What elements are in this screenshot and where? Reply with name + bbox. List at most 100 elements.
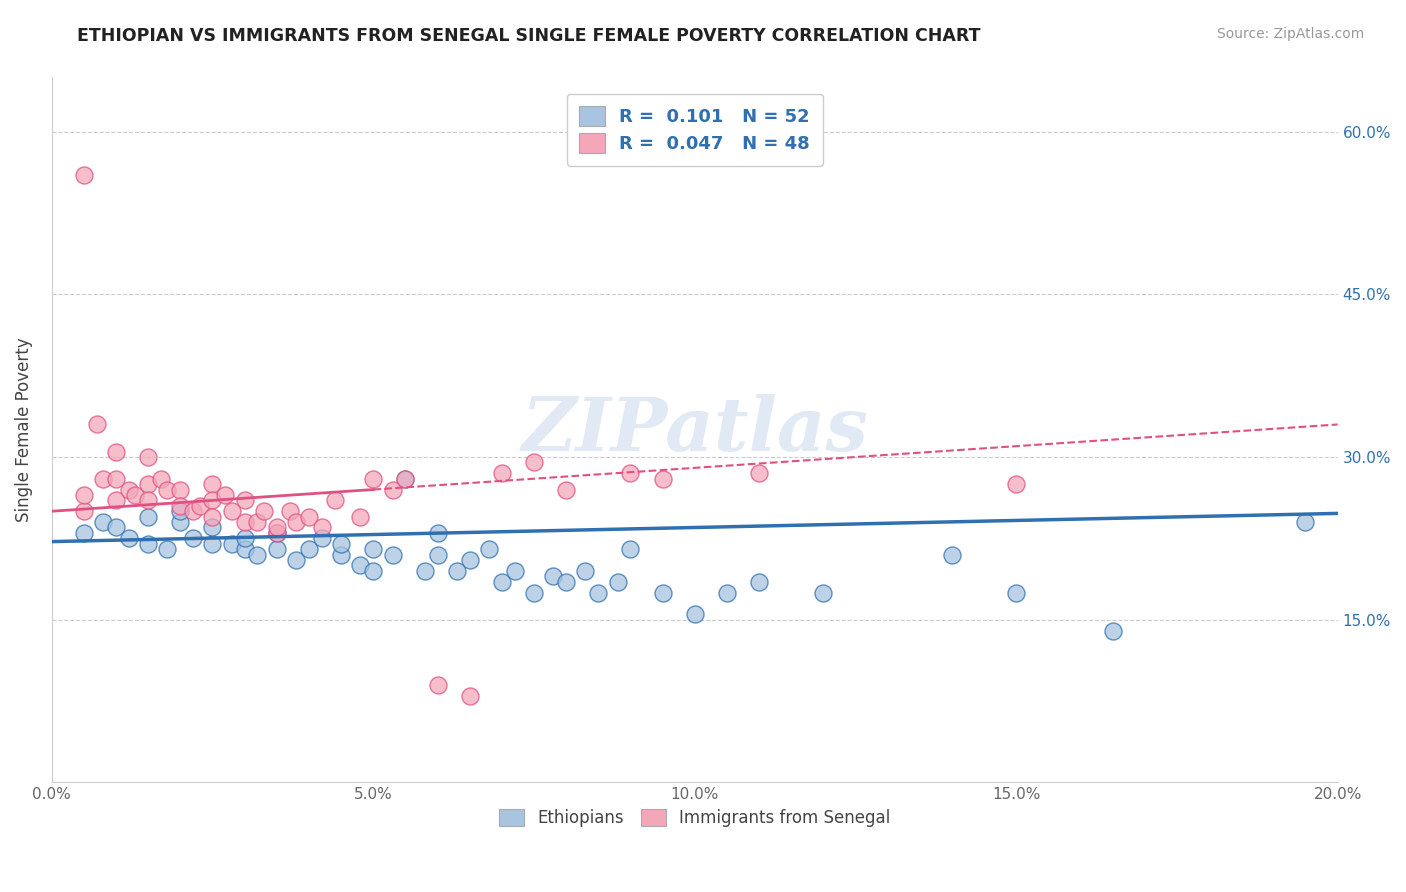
Point (541, 569, 564, 583)
Point (124, 488, 146, 502)
Point (298, 509, 321, 524)
Point (748, 574, 770, 589)
Point (105, 444, 128, 458)
Point (426, 525, 449, 540)
Point (188, 499, 211, 513)
Point (73, 168, 96, 182)
Point (221, 537, 243, 551)
Point (233, 493, 256, 508)
Point (651, 585, 673, 599)
Point (503, 564, 526, 578)
Point (651, 472, 673, 486)
Point (266, 542, 288, 557)
Point (156, 542, 179, 557)
Point (458, 689, 481, 703)
Point (1005, 477, 1028, 491)
Point (136, 450, 159, 464)
Point (426, 548, 449, 562)
Point (156, 483, 179, 497)
Point (619, 542, 641, 557)
Point (169, 499, 191, 513)
Point (606, 574, 628, 589)
Point (91, 515, 114, 529)
Point (1005, 585, 1028, 599)
Legend: Ethiopians, Immigrants from Senegal: Ethiopians, Immigrants from Senegal (492, 803, 897, 834)
Point (619, 467, 641, 481)
Point (330, 537, 353, 551)
Point (246, 548, 269, 562)
Text: ZIPatlas: ZIPatlas (522, 393, 868, 467)
Point (150, 472, 173, 486)
Point (491, 574, 513, 589)
Point (813, 585, 835, 599)
Y-axis label: Single Female Poverty: Single Female Poverty (15, 337, 32, 522)
Point (555, 483, 578, 497)
Point (233, 515, 256, 529)
Point (105, 493, 128, 508)
Point (201, 520, 224, 534)
Point (311, 520, 333, 534)
Point (349, 558, 371, 573)
Point (221, 504, 243, 518)
Point (136, 493, 159, 508)
Point (118, 532, 141, 546)
Point (201, 477, 224, 491)
Point (91, 472, 114, 486)
Point (446, 564, 468, 578)
Point (361, 542, 384, 557)
Point (574, 564, 596, 578)
Point (1101, 624, 1123, 638)
Point (458, 553, 481, 567)
Point (683, 607, 706, 622)
Point (586, 585, 609, 599)
Point (394, 472, 416, 486)
Point (285, 515, 308, 529)
Text: ETHIOPIAN VS IMMIGRANTS FROM SENEGAL SINGLE FEMALE POVERTY CORRELATION CHART: ETHIOPIAN VS IMMIGRANTS FROM SENEGAL SIN… (77, 27, 981, 45)
Point (266, 525, 288, 540)
Point (266, 525, 288, 540)
Point (285, 553, 308, 567)
Point (136, 509, 159, 524)
Text: Source: ZipAtlas.com: Source: ZipAtlas.com (1216, 27, 1364, 41)
Point (201, 493, 224, 508)
Point (491, 467, 513, 481)
Point (748, 467, 770, 481)
Point (73, 525, 96, 540)
Point (201, 537, 224, 551)
Point (523, 455, 546, 469)
Point (118, 483, 141, 497)
Point (169, 504, 191, 518)
Point (136, 477, 159, 491)
Point (330, 548, 353, 562)
Point (523, 585, 546, 599)
Point (266, 520, 288, 534)
Point (941, 548, 963, 562)
Point (233, 532, 256, 546)
Point (214, 488, 236, 502)
Point (73, 488, 96, 502)
Point (361, 472, 384, 486)
Point (86, 417, 108, 432)
Point (361, 564, 384, 578)
Point (105, 520, 128, 534)
Point (1295, 515, 1317, 529)
Point (201, 509, 224, 524)
Point (311, 532, 333, 546)
Point (246, 515, 269, 529)
Point (181, 532, 204, 546)
Point (323, 493, 346, 508)
Point (381, 548, 404, 562)
Point (136, 537, 159, 551)
Point (349, 509, 371, 524)
Point (478, 542, 501, 557)
Point (716, 585, 738, 599)
Point (278, 504, 301, 518)
Point (426, 678, 449, 692)
Point (169, 515, 191, 529)
Point (181, 504, 204, 518)
Point (555, 574, 578, 589)
Point (233, 542, 256, 557)
Point (394, 472, 416, 486)
Point (169, 483, 191, 497)
Point (298, 542, 321, 557)
